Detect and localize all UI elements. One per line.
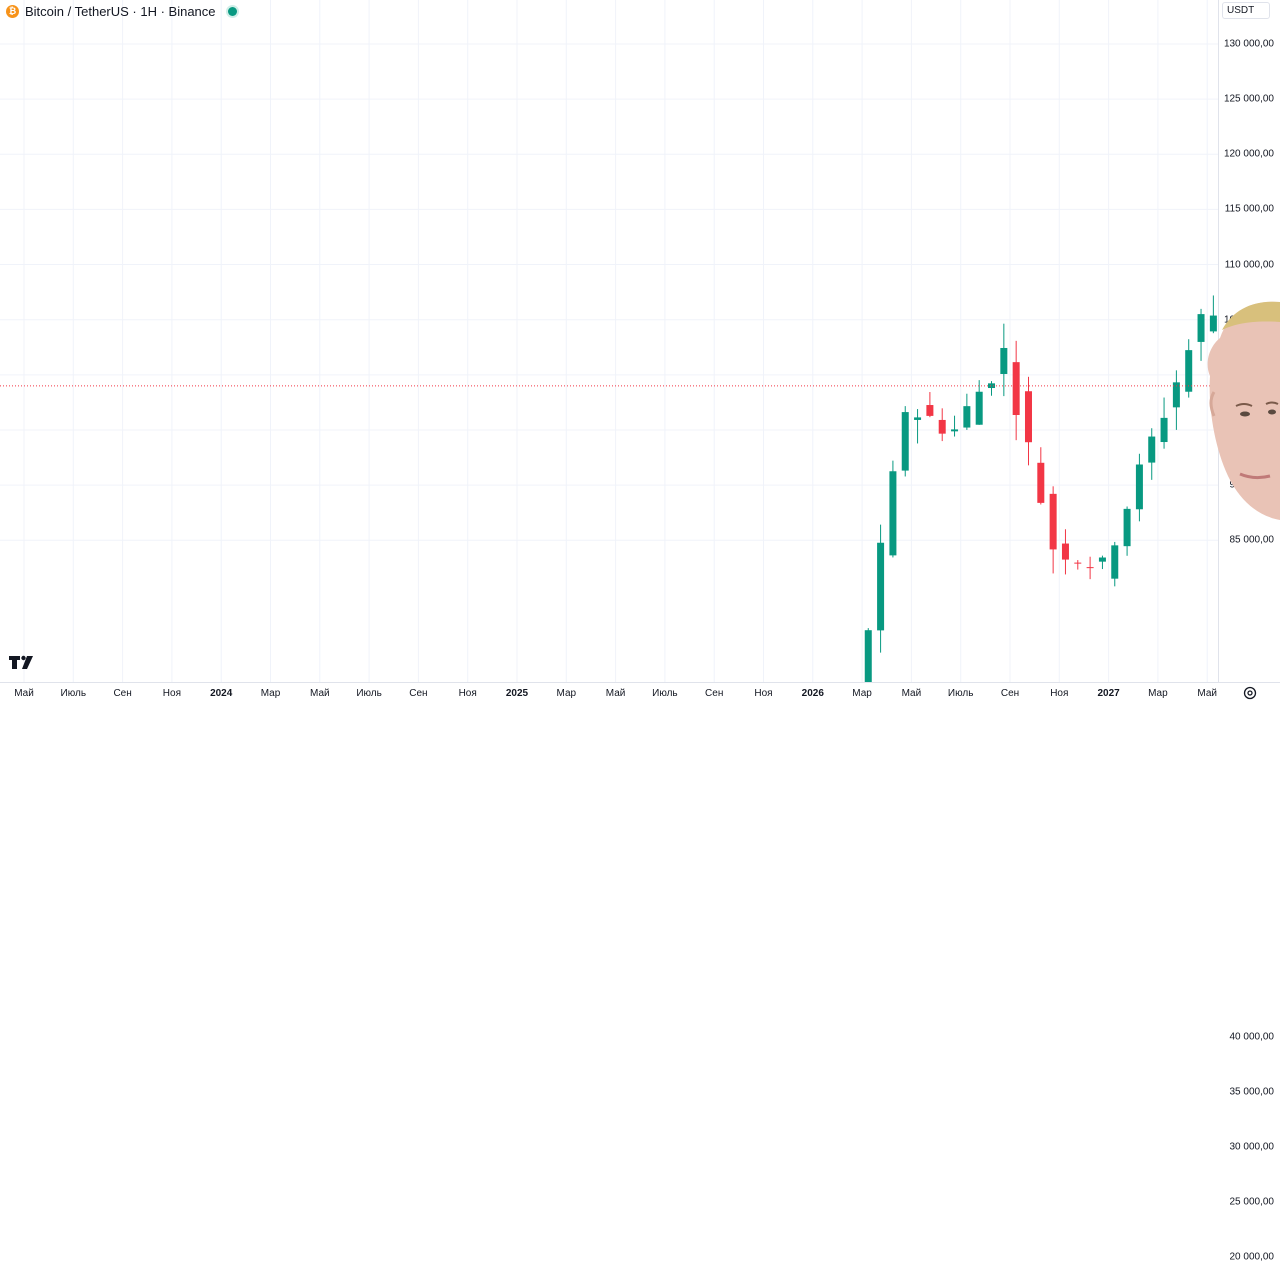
candle-body <box>1012 362 1020 416</box>
time-label: Ноя <box>1050 688 1069 699</box>
time-label: Июль <box>652 688 678 699</box>
price-label: 40 000,00 <box>1229 1031 1275 1043</box>
candle-body <box>1197 314 1205 342</box>
currency-label: USDT <box>1227 5 1255 16</box>
price-label: 130 000,00 <box>1223 38 1274 50</box>
time-label: Сен <box>409 688 428 699</box>
candle-body <box>1209 315 1217 332</box>
price-label: 110 000,00 <box>1224 259 1274 271</box>
price-label: 115 000,00 <box>1224 203 1274 215</box>
time-label: Май <box>901 688 922 699</box>
candle-body <box>926 405 934 416</box>
candle-body <box>938 419 946 434</box>
time-label: 2026 <box>801 688 824 699</box>
candle-body <box>1185 350 1193 392</box>
currency-button[interactable]: USDT <box>1222 2 1270 19</box>
candle-body <box>1086 567 1094 569</box>
candle-body <box>1123 508 1131 547</box>
candle-body <box>1049 493 1057 550</box>
time-label: Сен <box>113 688 132 699</box>
market-status-icon <box>227 6 237 16</box>
price-label: 35 000,00 <box>1229 1086 1275 1098</box>
time-label: Май <box>1197 688 1217 699</box>
settings-icon[interactable] <box>1243 686 1257 700</box>
candle-body <box>988 383 996 389</box>
time-label: 2024 <box>210 688 233 699</box>
candlestick-chart[interactable] <box>0 0 1218 682</box>
time-label: Мар <box>260 688 281 699</box>
time-label: Май <box>14 688 34 699</box>
price-label: 30 000,00 <box>1229 1141 1275 1153</box>
candle-body <box>1037 462 1045 503</box>
candle-body <box>1172 382 1180 408</box>
candle-body <box>1074 562 1082 564</box>
candle-body <box>1098 557 1106 562</box>
time-label: Мар <box>852 688 872 699</box>
time-label: Ноя <box>754 688 773 699</box>
time-axis[interactable]: Май Июль Сен Ноя 2024 Мар Май Июль Сен Ноя 2025 Мар… <box>0 682 1280 704</box>
price-label: 120 000,00 <box>1223 148 1274 160</box>
time-label: Мар <box>556 688 577 699</box>
tradingview-logo-icon[interactable] <box>9 654 37 670</box>
time-label: Ноя <box>458 688 477 699</box>
candle-body <box>975 391 983 425</box>
candle-body <box>1061 543 1069 560</box>
chart-plot-area[interactable] <box>0 0 1218 682</box>
time-label: Сен <box>1000 688 1020 699</box>
time-label: Мар <box>1148 688 1168 699</box>
candle-body <box>889 471 897 556</box>
candle-body <box>901 412 909 471</box>
time-label: Июль <box>356 688 382 699</box>
candle-body <box>864 630 872 682</box>
candle-body <box>1000 347 1008 374</box>
candle-body <box>1024 391 1032 443</box>
candle-body <box>1160 417 1168 443</box>
candle-body <box>1148 436 1156 463</box>
candle-body <box>963 406 971 428</box>
bitcoin-icon: ₿ <box>6 4 19 18</box>
symbol-title[interactable]: Bitcoin / TetherUS · 1H · Binance <box>25 3 216 19</box>
streamer-webcam-overlay <box>1207 301 1280 520</box>
candle-body <box>1111 545 1119 579</box>
time-label: 2025 <box>505 688 529 699</box>
price-label: 20 000,00 <box>1229 1251 1275 1263</box>
price-label: 85 000,00 <box>1229 534 1275 546</box>
price-label: 25 000,00 <box>1229 1196 1275 1208</box>
chart-header: ₿ Bitcoin / TetherUS · 1H · Binance <box>6 2 237 20</box>
candle-body <box>914 417 922 420</box>
price-label: 125 000,00 <box>1223 93 1274 105</box>
candle-body <box>951 429 959 432</box>
time-label: Июль <box>60 688 87 699</box>
time-label: Июль <box>947 688 974 699</box>
time-label: Сен <box>705 688 724 699</box>
time-label: Май <box>310 688 330 699</box>
candle-body <box>877 542 885 631</box>
time-label: Май <box>605 688 626 699</box>
time-label: Ноя <box>162 688 181 699</box>
time-label: 2027 <box>1097 688 1120 699</box>
candle-body <box>1135 464 1143 510</box>
